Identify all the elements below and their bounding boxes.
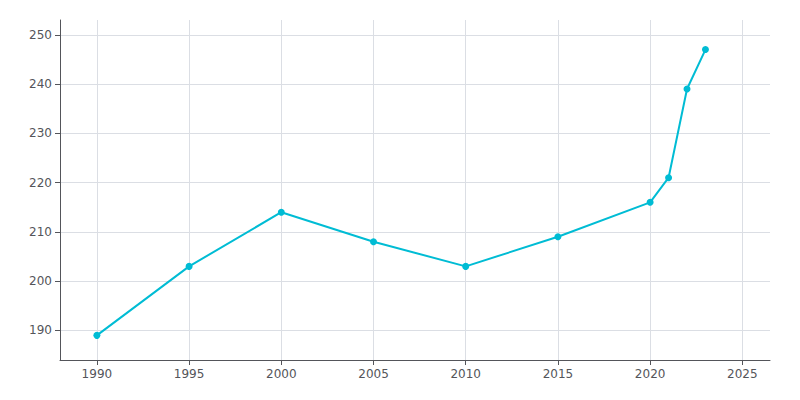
svg-text:230: 230 bbox=[29, 126, 52, 140]
svg-text:250: 250 bbox=[29, 28, 52, 42]
svg-text:2015: 2015 bbox=[543, 367, 574, 381]
svg-text:2005: 2005 bbox=[358, 367, 389, 381]
svg-text:2010: 2010 bbox=[450, 367, 481, 381]
svg-text:200: 200 bbox=[29, 274, 52, 288]
svg-text:2000: 2000 bbox=[266, 367, 297, 381]
svg-text:2020: 2020 bbox=[635, 367, 666, 381]
svg-text:1995: 1995 bbox=[174, 367, 205, 381]
svg-text:190: 190 bbox=[29, 323, 52, 337]
svg-text:210: 210 bbox=[29, 225, 52, 239]
svg-text:220: 220 bbox=[29, 176, 52, 190]
svg-text:1990: 1990 bbox=[82, 367, 113, 381]
svg-text:240: 240 bbox=[29, 77, 52, 91]
svg-text:2025: 2025 bbox=[727, 367, 758, 381]
